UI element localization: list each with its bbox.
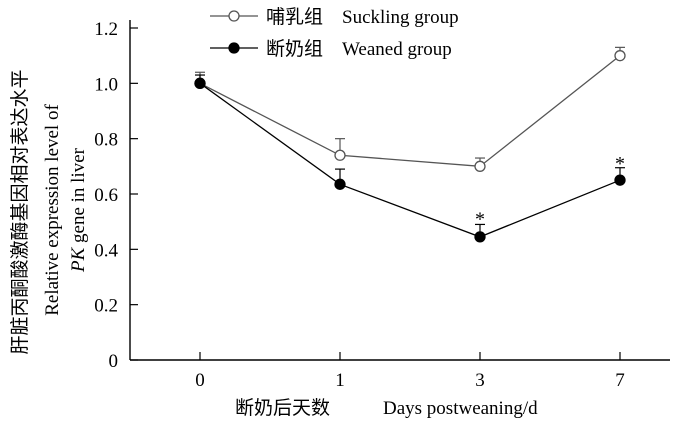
legend-label-suckling-cn: 哺乳组 — [266, 6, 323, 28]
annotation-layer: ** — [475, 153, 625, 230]
series-line — [199, 82, 621, 238]
x-axis-label-cn: 断奶后天数 — [235, 397, 330, 419]
y-ticks: 0 0.2 0.4 0.6 0.8 1.0 1.2 — [94, 19, 138, 372]
legend-item-weaned: 断奶组 Weaned group — [210, 38, 452, 60]
y-axis-label-rest: gene in liver — [68, 147, 89, 247]
legend-label-weaned-cn: 断奶组 — [266, 38, 323, 60]
y-tick-label: 0 — [109, 351, 119, 372]
series-line — [199, 55, 621, 168]
data-point — [474, 160, 486, 172]
data-point — [334, 149, 346, 161]
y-axis-label-en-line2: PK gene in liver — [68, 147, 89, 273]
y-axis-label-italic: PK — [68, 246, 89, 273]
legend-label-weaned-en: Weaned group — [342, 39, 452, 60]
x-ticks: 0 1 3 7 — [195, 352, 625, 391]
x-axis-label-en: Days postweaning/d — [383, 398, 538, 419]
y-tick-label: 0.6 — [94, 185, 118, 206]
data-point — [614, 50, 626, 62]
x-tick-label: 0 — [195, 370, 205, 391]
legend-marker-suckling — [228, 10, 240, 22]
legend-item-suckling: 哺乳组 Suckling group — [210, 6, 459, 28]
x-tick-label: 7 — [615, 370, 625, 391]
x-axis-label: 断奶后天数 Days postweaning/d — [235, 397, 538, 419]
legend-label-suckling-en: Suckling group — [342, 7, 459, 28]
data-point — [334, 178, 346, 190]
data-point — [194, 77, 206, 89]
legend-marker-weaned — [228, 42, 240, 54]
x-tick-label: 1 — [335, 370, 345, 391]
series-layer — [194, 46, 626, 243]
y-tick-label: 0.2 — [94, 296, 118, 317]
data-point — [614, 174, 626, 186]
y-tick-label: 0.4 — [94, 240, 118, 261]
series-weaned — [194, 74, 626, 243]
significance-marker: * — [475, 208, 485, 230]
y-tick-label: 1.0 — [94, 74, 118, 95]
significance-marker: * — [615, 153, 625, 175]
y-axis-label-en-line1: Relative expression level of — [42, 104, 63, 316]
x-tick-label: 3 — [475, 370, 485, 391]
y-tick-label: 0.8 — [94, 130, 118, 151]
y-tick-label: 1.2 — [94, 19, 118, 40]
data-point — [474, 231, 486, 243]
legend: 哺乳组 Suckling group 断奶组 Weaned group — [210, 6, 459, 60]
y-axis-label-cn: 肝脏丙酮酸激酶基因相对表达水平 — [9, 69, 31, 354]
series-suckling — [194, 46, 626, 172]
